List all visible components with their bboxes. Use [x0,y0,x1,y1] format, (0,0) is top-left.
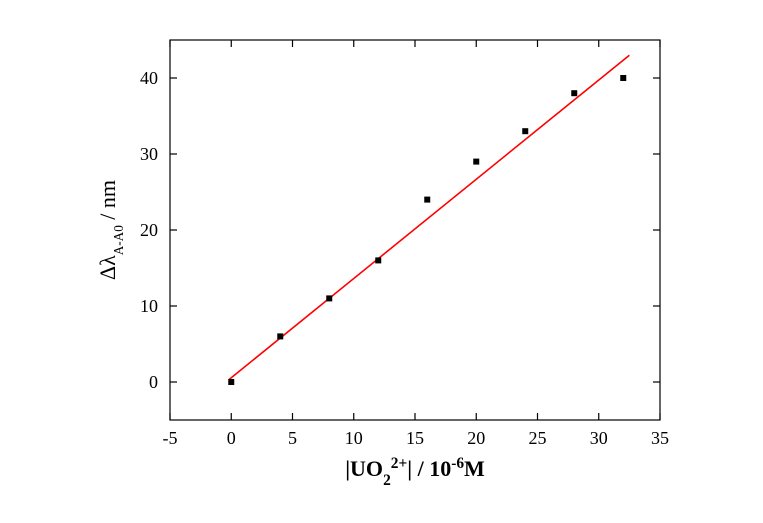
x-tick-label: 35 [651,428,669,448]
x-tick-label: -5 [163,428,178,448]
x-tick-label: 0 [227,428,236,448]
x-tick-label: 25 [529,428,547,448]
x-tick-label: 15 [406,428,424,448]
y-axis-label: ΔλA-A0 / nm [95,180,126,280]
x-tick-label: 30 [590,428,608,448]
x-axis-label: |UO22+| / 10-6M [345,455,485,489]
y-tick-label: 30 [140,144,158,164]
fit-line [229,55,630,380]
y-tick-label: 20 [140,220,158,240]
y-tick-label: 0 [149,372,158,392]
data-point [522,128,528,134]
data-point [620,75,626,81]
y-tick-label: 40 [140,68,158,88]
data-point [375,257,381,263]
x-tick-label: 20 [467,428,485,448]
scatter-chart: -5 0 5 10 15 20 25 30 35 0 10 20 30 40 |UO22+| / 10-6M… [0,0,763,523]
x-tick-label: 10 [345,428,363,448]
x-tick-label: 5 [288,428,297,448]
data-point [277,333,283,339]
plot-frame [170,40,660,420]
data-point [571,90,577,96]
data-point [473,159,479,165]
y-tick-label: 10 [140,296,158,316]
chart-svg: -5 0 5 10 15 20 25 30 35 0 10 20 30 40 |UO22+| / 10-6M… [0,0,763,523]
data-point [326,295,332,301]
data-point [228,379,234,385]
data-point [424,197,430,203]
